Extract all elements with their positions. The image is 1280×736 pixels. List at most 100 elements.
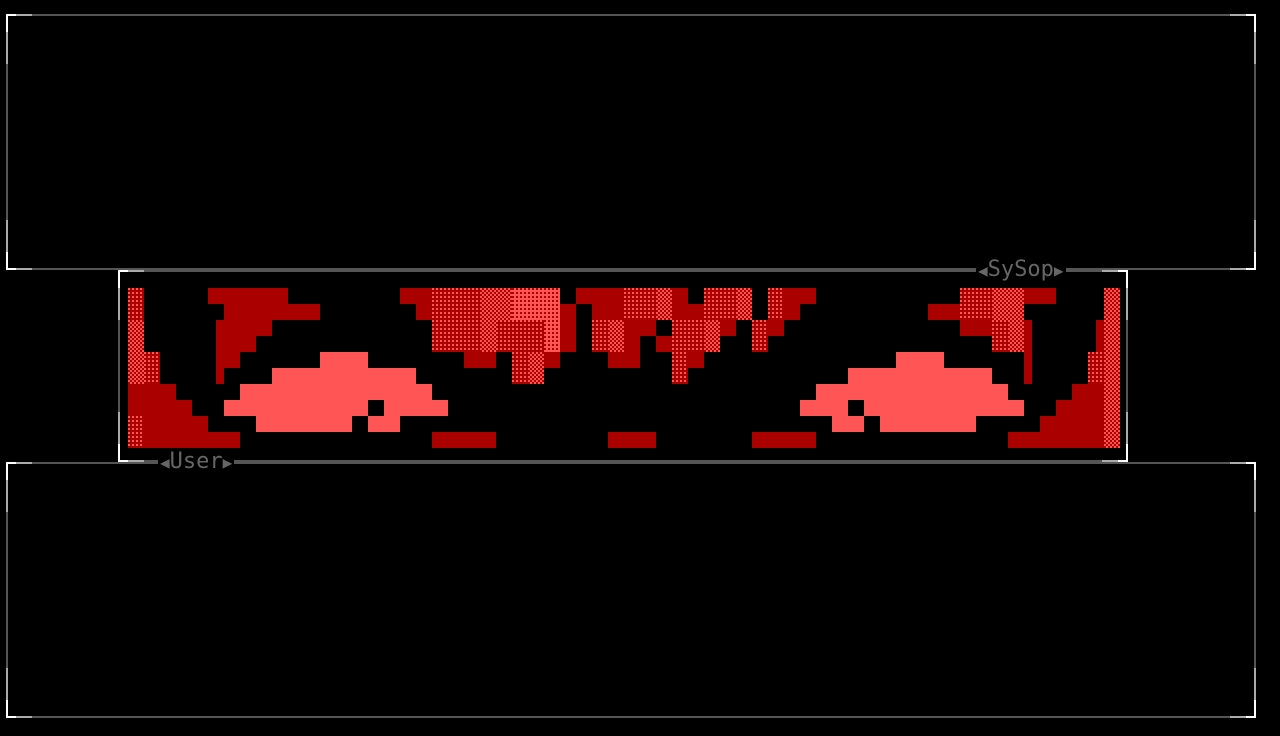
- art-block: [368, 416, 400, 432]
- art-panel-border-right: [1126, 270, 1128, 460]
- user-panel-label: ◀User▶: [158, 449, 235, 475]
- sysop-panel-border-corner: [1254, 14, 1256, 32]
- art-block: [688, 352, 704, 368]
- art-block: [144, 432, 240, 448]
- user-panel-border-corner: [1246, 462, 1256, 464]
- user-panel-border-corner-vl: [1254, 462, 1256, 512]
- art-panel-border-corner-hl: [1102, 270, 1128, 272]
- art-block: [1096, 320, 1104, 352]
- user-panel-border-corner: [6, 716, 16, 718]
- art-block: [128, 400, 192, 416]
- sysop-panel-border-corner-hl: [6, 14, 32, 16]
- user-panel-border-top: [6, 462, 1256, 464]
- sysop-panel-border-corner-hl: [1230, 14, 1256, 16]
- art-block: [768, 288, 784, 320]
- art-panel-border-corner: [1126, 270, 1128, 288]
- art-block: [480, 320, 496, 352]
- art-panel-border-left: [118, 270, 120, 460]
- art-block: [240, 384, 432, 400]
- art-panel-border-corner: [1126, 444, 1128, 462]
- sysop-panel-border-corner-vl: [1254, 220, 1256, 270]
- user-chat-area[interactable]: [10, 466, 1254, 716]
- art-block: [224, 304, 320, 320]
- art-panel-border-corner-vl: [1126, 270, 1128, 320]
- art-block: [256, 416, 352, 432]
- sysop-panel-border-corner: [1246, 14, 1256, 16]
- triangle-right-icon: ▶: [222, 453, 233, 472]
- art-block: [1008, 432, 1104, 448]
- user-panel-border-corner-hl: [6, 462, 32, 464]
- art-block: [432, 288, 480, 352]
- user-panel-border-corner: [6, 700, 8, 718]
- art-block: [560, 304, 576, 352]
- art-block: [144, 352, 160, 384]
- art-block: [1024, 288, 1056, 304]
- art-block: [608, 320, 624, 352]
- art-block: [384, 400, 448, 416]
- art-block: [672, 320, 704, 352]
- art-block: [592, 304, 624, 320]
- art-block: [672, 352, 688, 384]
- sysop-panel-border-top: [6, 14, 1256, 16]
- user-panel-border-corner: [1254, 700, 1256, 718]
- sysop-panel-border-right: [1254, 14, 1256, 268]
- art-block: [896, 352, 944, 368]
- art-block: [848, 368, 992, 384]
- art-block: [880, 416, 976, 432]
- sysop-panel-border-corner-hl: [1230, 268, 1256, 270]
- art-block: [144, 416, 208, 432]
- triangle-right-icon: ▶: [1053, 261, 1064, 280]
- art-block: [216, 368, 224, 384]
- art-block: [928, 304, 960, 320]
- user-panel-border-corner-vl: [6, 462, 8, 512]
- art-panel-border-corner: [118, 270, 120, 288]
- art-block: [480, 288, 512, 320]
- art-block: [960, 288, 992, 320]
- art-block: [544, 352, 560, 368]
- user-panel-border-left: [6, 462, 8, 716]
- sysop-panel-border-corner-vl: [6, 14, 8, 64]
- sysop-panel-border-corner-vl: [6, 220, 8, 270]
- art-block: [656, 288, 672, 320]
- art-block: [528, 352, 544, 384]
- art-block: [624, 288, 656, 320]
- art-panel-border-top: [118, 270, 1128, 272]
- art-block: [216, 320, 272, 336]
- art-block: [216, 352, 240, 368]
- art-block: [416, 304, 432, 320]
- art-block: [544, 320, 560, 352]
- art-panel-border-corner-vl: [118, 412, 120, 462]
- art-block: [736, 288, 752, 320]
- art-block: [608, 432, 656, 448]
- sysop-chat-area[interactable]: [10, 17, 1254, 267]
- art-panel-border-corner: [118, 444, 120, 462]
- art-block: [672, 288, 688, 304]
- art-block: [992, 320, 1008, 352]
- art-block: [608, 352, 640, 368]
- triangle-left-icon: ◀: [160, 453, 170, 472]
- art-block: [832, 416, 864, 432]
- sysop-panel-label: ◀SySop▶: [976, 257, 1066, 283]
- art-block: [272, 368, 416, 384]
- art-block: [512, 288, 560, 320]
- art-block: [992, 288, 1024, 320]
- art-block: [512, 352, 528, 384]
- art-block: [960, 320, 992, 336]
- sysop-panel-border-corner: [6, 14, 16, 16]
- art-block: [720, 320, 736, 336]
- sysop-panel-border-corner: [6, 252, 8, 270]
- art-panel-border-corner-hl: [118, 270, 144, 272]
- user-panel-border-corner-vl: [6, 668, 8, 718]
- art-panel-border-corner-hl: [118, 460, 144, 462]
- sysop-panel-border-corner: [6, 14, 8, 32]
- art-block: [128, 320, 144, 384]
- art-block: [128, 288, 144, 320]
- user-panel-border-corner: [1254, 462, 1256, 480]
- art-block: [1088, 352, 1104, 384]
- user-panel-border-corner-hl: [1230, 462, 1256, 464]
- art-panel-border-corner-vl: [1126, 412, 1128, 462]
- art-block: [704, 288, 736, 320]
- user-panel-border-bottom: [6, 716, 1256, 718]
- sysop-panel-border-corner-vl: [1254, 14, 1256, 64]
